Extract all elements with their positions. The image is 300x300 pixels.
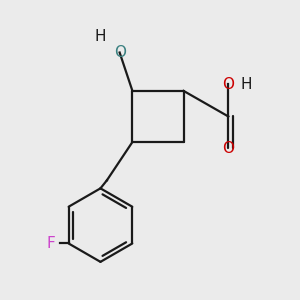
Text: O: O (114, 45, 126, 60)
Text: H: H (95, 29, 106, 44)
Text: O: O (222, 77, 234, 92)
Text: F: F (47, 236, 56, 251)
Text: O: O (222, 141, 234, 156)
Text: H: H (240, 77, 252, 92)
